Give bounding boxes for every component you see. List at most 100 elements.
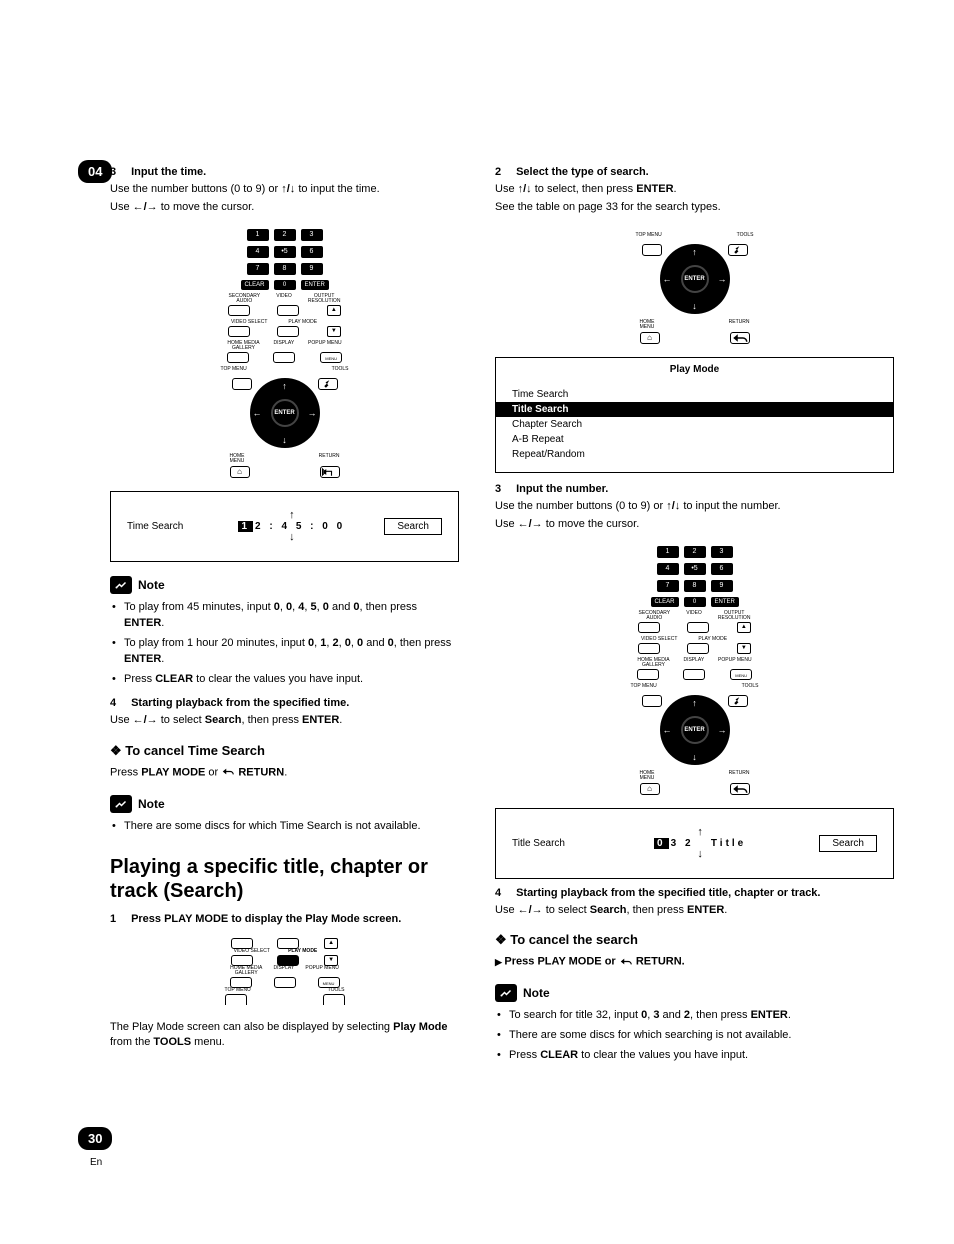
label: SECONDARYAUDIO (639, 611, 671, 621)
remote-button (638, 643, 660, 654)
label: TOOLS (737, 233, 754, 238)
text: Use the number buttons (0 to 9) or (110, 183, 281, 195)
dpad-down-icon: ↓ (282, 435, 287, 445)
step-title: Press PLAY MODE to display the Play Mode… (131, 913, 401, 925)
label: TOOLS (332, 367, 349, 372)
text: to input the time. (295, 183, 379, 195)
step-number: 4 (495, 887, 513, 899)
label: TOP MENU (636, 233, 662, 238)
title-digits: 03 2 Title (654, 838, 746, 849)
tools-button (318, 378, 338, 390)
step-title: Input the number. (516, 483, 608, 495)
dpad-up-icon: ↑ (692, 698, 697, 708)
play-mode-list: Time SearchTitle SearchChapter SearchA-B… (496, 381, 893, 472)
remote-button (323, 994, 345, 1005)
step-number: 2 (495, 166, 513, 178)
label: DISPLAY (273, 966, 294, 976)
text: Use (110, 201, 133, 213)
list-item: To play from 45 minutes, input 0, 0, 4, … (124, 600, 459, 632)
dpad: ↑ ↓ ← → ENTER (660, 695, 730, 765)
keypad: 1 2 3 4 •5 6 7 8 9 (221, 229, 349, 275)
play-mode-item: Chapter Search (496, 417, 893, 432)
list-item: There are some discs for which Time Sear… (124, 819, 459, 835)
remote-button (225, 994, 247, 1005)
remote-button: MENU (320, 352, 342, 363)
up-arrow-icon: ↑ (199, 510, 384, 521)
tools-button (728, 695, 748, 707)
home-button: ⌂ (640, 783, 660, 795)
dpad-down-icon: ↓ (692, 301, 697, 311)
suffix: Title (711, 838, 746, 849)
enter-key: ENTER (301, 280, 329, 290)
search-button: Search (819, 835, 877, 852)
key-4: 4 (247, 246, 269, 258)
up-button: ▲ (327, 305, 341, 316)
remote-button (232, 378, 252, 390)
left-step4: 4 Starting playback from the specified t… (110, 697, 459, 709)
list-item: Press CLEAR to clear the values you have… (509, 1048, 894, 1064)
right-step3: 3 Input the number. (495, 483, 894, 495)
left-step1: 1 Press PLAY MODE to display the Play Mo… (110, 913, 459, 925)
down-button: ▼ (737, 643, 751, 654)
key-1: 1 (657, 546, 679, 558)
dpad-up-icon: ↑ (282, 381, 287, 391)
dpad-down-icon: ↓ (692, 752, 697, 762)
body-text: Use the number buttons (0 to 9) or ↑/↓ t… (495, 499, 894, 514)
label: POPUP MENU (305, 966, 339, 976)
key-0: 0 (684, 597, 706, 607)
key-3: 3 (711, 546, 733, 558)
body-text: Use ←/→ to move the cursor. (495, 517, 894, 532)
body-text: Use the number buttons (0 to 9) or ↑/↓ t… (110, 182, 459, 197)
label: POPUP MENU (308, 341, 342, 351)
label: HOMEMENU (640, 320, 655, 330)
remote-button (687, 643, 709, 654)
key-5: •5 (274, 246, 296, 258)
page-language: En (90, 1157, 102, 1168)
label: HOMEMENU (640, 771, 655, 781)
panel-title: Play Mode (496, 358, 893, 381)
remote-diagram: 1 2 3 4 •5 6 7 8 9 CLEAR 0 ENTER SECONDA… (110, 228, 459, 479)
note-icon (495, 984, 517, 1002)
remote-button (227, 352, 249, 363)
leftright-icon: ←/→ (133, 714, 158, 726)
panel-label: Title Search (512, 838, 565, 849)
dpad-right-icon: → (718, 274, 727, 284)
label: PLAY MODE (288, 949, 317, 954)
key-4: 4 (657, 563, 679, 575)
label: POPUP MENU (718, 658, 752, 668)
note-header: Note (495, 984, 894, 1002)
label: OUTPUTRESOLUTION (308, 294, 341, 304)
remote-button (228, 305, 250, 316)
home-button: ⌂ (640, 332, 660, 344)
label: HOMEMENU (230, 454, 245, 464)
section-heading: Playing a specific title, chapter or tra… (110, 855, 459, 903)
label: TOOLS (742, 684, 759, 689)
updown-icon: ↑/↓ (666, 500, 680, 512)
key-6: 6 (301, 246, 323, 258)
list-item: To search for title 32, input 0, 3 and 2… (509, 1008, 894, 1024)
label: HOME MEDIAGALLERY (637, 658, 669, 668)
step-title: Input the time. (131, 166, 206, 178)
label: HOME MEDIAGALLERY (227, 341, 259, 351)
key-3: 3 (301, 229, 323, 241)
label: TOP MENU (631, 684, 657, 689)
note-title: Note (138, 578, 165, 592)
remote-diagram: 1 2 3 4 •5 6 7 8 9 CLEAR 0 ENTER SECONDA… (495, 545, 894, 796)
remote-button (683, 669, 705, 680)
step-number: 3 (495, 483, 513, 495)
remote-button (642, 695, 662, 707)
return-icon (221, 765, 235, 780)
cancel-heading: To cancel Time Search (110, 743, 459, 759)
label: RETURN (729, 771, 750, 781)
remote-button (277, 326, 299, 337)
digits-rest: 2 : 4 5 : 0 0 (255, 521, 345, 532)
updown-icon: ↑/↓ (518, 183, 532, 195)
label: VIDEO (686, 611, 702, 621)
key-7: 7 (657, 580, 679, 592)
remote-button (274, 977, 296, 988)
play-mode-item: Time Search (496, 387, 893, 402)
key-0: 0 (274, 280, 296, 290)
note-header: Note (110, 795, 459, 813)
left-step3: 3 Input the time. (110, 166, 459, 178)
keypad: 1 2 3 4 •5 6 7 8 9 (631, 546, 759, 592)
